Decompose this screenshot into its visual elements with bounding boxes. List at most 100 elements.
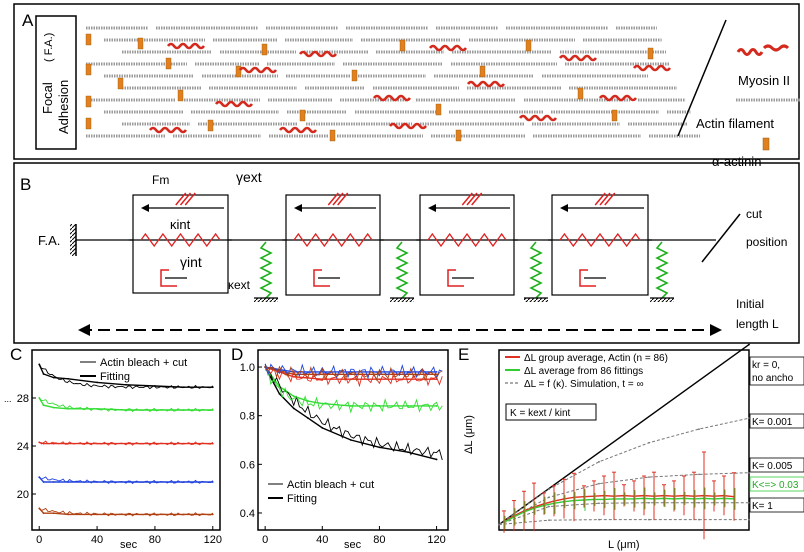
focal-adhesion-box [35, 15, 77, 150]
series-line [498, 502, 749, 526]
data-point [292, 375, 295, 378]
myosin-filament [214, 100, 254, 108]
panel-b-label: B [20, 175, 31, 194]
kappa-definition-box [505, 403, 597, 421]
panel-d: D 0 40 80 120 0.4 0.6 0.8 1.0 Actin bleach + cu… [231, 345, 449, 551]
actinin-crosslink [351, 69, 358, 82]
annotation-k1: K= 1 [752, 501, 773, 512]
actinin-crosslink [261, 43, 268, 56]
data-point [349, 405, 352, 407]
noisy-trace [264, 364, 443, 414]
series-line [503, 494, 735, 523]
panel-c-legend-1: Actin bleach + cut [100, 357, 187, 369]
data-point [698, 428, 700, 430]
data-point [407, 451, 409, 454]
data-point [378, 378, 381, 381]
panel-a-label: A [22, 11, 34, 30]
data-point [42, 512, 45, 515]
myosin-filament [238, 66, 278, 74]
data-point [648, 501, 650, 504]
external-spring [655, 241, 669, 299]
actinin-crosslink [85, 117, 92, 130]
data-point [548, 505, 550, 508]
panel-c: C 0 40 80 120 20 24 28 Actin bleach + cut Fitt… [4, 345, 222, 551]
myosin-filament [148, 126, 188, 134]
force-arrowhead [294, 204, 302, 212]
noisy-trace [264, 365, 443, 382]
length-label-2: length L [736, 317, 779, 331]
x-tick-label: 0 [36, 534, 42, 546]
data-point [598, 518, 600, 521]
actinin-crosslink [455, 129, 462, 142]
data-point [67, 377, 70, 380]
data-point [292, 407, 295, 410]
series-line [503, 497, 735, 523]
myosin-motor [594, 192, 616, 206]
cut-label-2: position [746, 235, 787, 249]
myosin-filament [166, 42, 206, 50]
actinin-crosslink [435, 103, 442, 116]
actinin-crosslink [647, 47, 654, 60]
data-point [52, 376, 55, 379]
external-spring [259, 241, 273, 299]
series-line [498, 472, 750, 525]
myosin-filament [632, 64, 672, 72]
fa-label: F.A. [38, 233, 60, 248]
data-point [125, 383, 127, 386]
actinin-crosslink [577, 87, 584, 100]
length-arrow-left-head [78, 324, 90, 336]
data-point [407, 378, 409, 381]
data-point [292, 395, 295, 398]
actinin-crosslink [177, 89, 184, 102]
myosin-filament [298, 50, 338, 58]
data-point [548, 496, 550, 499]
data-point [598, 460, 600, 463]
myosin-filament [388, 122, 428, 130]
cut-line-a [677, 19, 727, 137]
data-point [42, 373, 45, 375]
focal-adhesion-label-1: Focal [40, 82, 55, 114]
y-tick-label: 0.4 [240, 508, 255, 520]
annotation-kr0-2: no ancho [752, 373, 794, 384]
myosin-filament [558, 54, 598, 62]
annotation-k001: K= 0.001 [752, 417, 793, 428]
kappa-int-label: κint [170, 217, 191, 232]
panel-d-legend-2: Fitting [287, 493, 317, 505]
panel-a-frame [13, 3, 800, 160]
series-line [38, 397, 213, 411]
noisy-trace [38, 476, 214, 485]
annotation-k005: K= 0.005 [752, 461, 793, 472]
data-point [698, 518, 700, 521]
force-arrowhead [560, 204, 568, 212]
data-point [67, 407, 70, 410]
force-arrowhead [141, 204, 149, 212]
mechanical-units [129, 192, 674, 302]
y-tick-label: 0.8 [240, 411, 255, 423]
y-tick-label: 0.6 [240, 459, 255, 471]
x-tick-label: 40 [91, 534, 103, 546]
y-tick-label: 1.0 [240, 362, 255, 374]
panel-d-axes [257, 349, 449, 531]
panel-e-axes [498, 349, 750, 531]
noisy-trace [264, 363, 443, 461]
noisy-trace [38, 363, 214, 390]
y-tick-label: 24 [17, 441, 29, 453]
panel-b: B F.A. Fm γext κint γint κext cut positi… [13, 162, 800, 344]
dashpot [313, 269, 330, 287]
x-tick-label: 80 [373, 534, 385, 546]
panel-e-xlabel: L (μm) [608, 539, 640, 551]
actinin-crosslink [329, 129, 336, 142]
myosin-motor [461, 192, 483, 206]
actinin-crosslink [611, 109, 618, 122]
panel-c-legend-2: Fitting [100, 371, 130, 383]
data-point [42, 404, 45, 407]
cut-line-b [701, 213, 741, 263]
focal-adhesion-label-2: Adhesion [56, 80, 71, 134]
panel-c-axes [31, 349, 221, 531]
panel-e: E ΔL group average, Actin (n = 86) ΔL av… [458, 343, 804, 551]
data-point [648, 476, 650, 478]
length-arrow-right-head [710, 324, 722, 336]
y-tick-label: 28 [17, 393, 29, 405]
myosin-filament [466, 80, 506, 88]
actinin-crosslink [85, 95, 92, 108]
